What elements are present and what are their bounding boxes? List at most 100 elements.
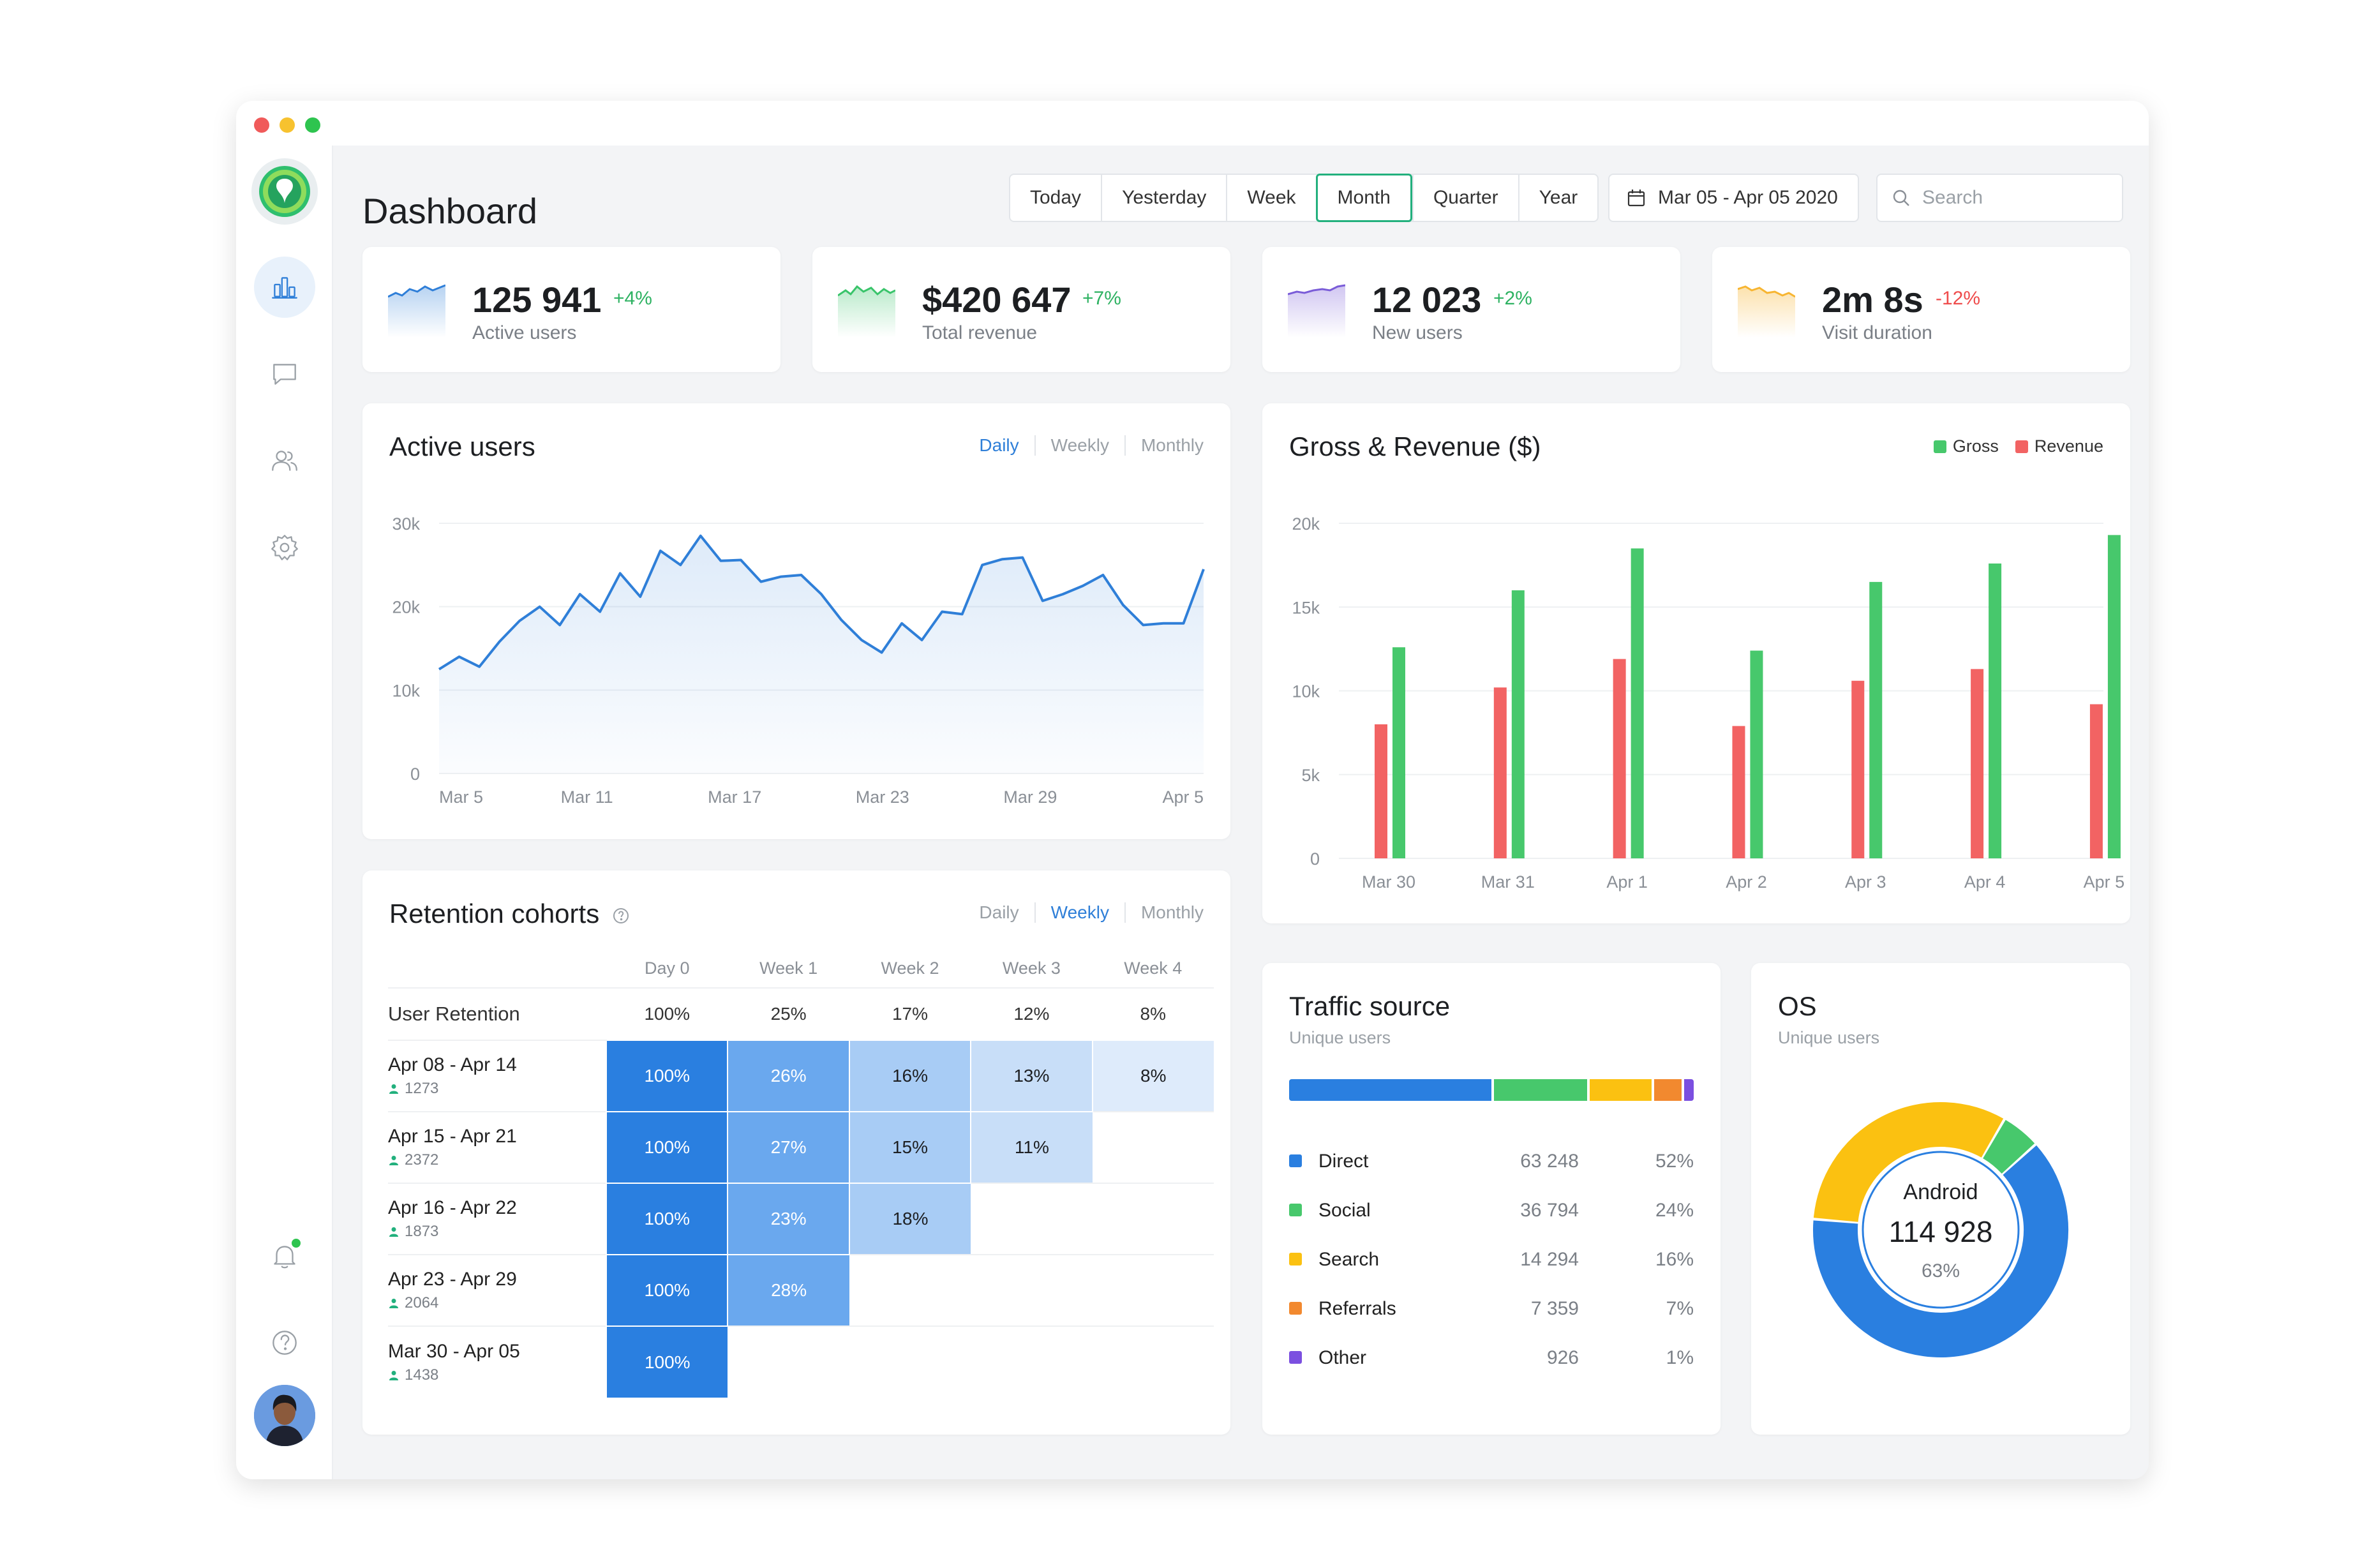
cohort-user-count: 1273 bbox=[405, 1080, 439, 1097]
os-title: OS bbox=[1778, 991, 1817, 1021]
x-tick-label: Mar 23 bbox=[856, 788, 909, 807]
stat-change: +4% bbox=[613, 288, 652, 309]
donut-segment-other bbox=[1982, 1119, 2035, 1174]
bell-icon bbox=[274, 1246, 295, 1269]
traffic-source-row[interactable]: Social 36 794 24% bbox=[1289, 1197, 1694, 1223]
active-users-card: Active users Daily Weekly Monthly 0 10k 20… bbox=[362, 403, 1230, 839]
bar-revenue bbox=[1732, 726, 1745, 858]
chat-icon bbox=[273, 364, 296, 385]
column-header: Week 1 bbox=[759, 959, 818, 978]
stat-value: 2m 8s bbox=[1822, 280, 1923, 320]
range-today[interactable]: Today bbox=[1030, 187, 1082, 208]
source-name: Search bbox=[1318, 1249, 1380, 1270]
cohort-cell bbox=[1092, 1325, 1214, 1398]
cohort-row: Apr 23 - Apr 29 2064 100% 28% bbox=[388, 1254, 1214, 1326]
tab-daily[interactable]: Daily bbox=[979, 435, 1019, 455]
app-logo[interactable] bbox=[251, 158, 318, 225]
traffic-source-row[interactable]: Other 926 1% bbox=[1289, 1345, 1694, 1370]
cohort-cell: 11% bbox=[970, 1111, 1093, 1183]
traffic-bar-segment-search bbox=[1589, 1079, 1652, 1101]
date-range-label: Mar 05 - Apr 05 2020 bbox=[1658, 187, 1838, 208]
donut-inner-ring bbox=[1862, 1151, 2020, 1309]
source-color-swatch bbox=[1289, 1154, 1302, 1167]
cohort-range: Apr 08 - Apr 14 bbox=[388, 1054, 517, 1075]
os-subtitle: Unique users bbox=[1778, 1028, 1880, 1047]
sidebar-item-analytics[interactable] bbox=[254, 257, 315, 318]
range-yesterday[interactable]: Yesterday bbox=[1101, 175, 1226, 221]
source-name: Direct bbox=[1318, 1151, 1369, 1172]
cohort-range: Apr 23 - Apr 29 bbox=[388, 1269, 517, 1290]
stat-change: -12% bbox=[1936, 288, 1981, 309]
legend-gross-swatch bbox=[1933, 440, 1946, 453]
sidebar-item-messages[interactable] bbox=[254, 343, 315, 405]
cohort-cell: 100% bbox=[606, 1183, 728, 1255]
column-header: Week 2 bbox=[881, 959, 939, 978]
table-header-row: Day 0 Week 1 Week 2 Week 3 Week 4 bbox=[388, 950, 1214, 988]
stat-value: 125 941 bbox=[472, 280, 602, 320]
x-tick-label: Apr 5 bbox=[2084, 872, 2125, 892]
retention-summary-value: 12% bbox=[971, 987, 1093, 1040]
sidebar-item-users[interactable] bbox=[254, 430, 315, 491]
avatar[interactable] bbox=[254, 1385, 315, 1446]
bar-revenue bbox=[1851, 680, 1865, 858]
retention-tabs: Daily Weekly Monthly bbox=[964, 902, 1219, 923]
cohort-user-count: 1438 bbox=[405, 1366, 439, 1384]
new-users-sparkline bbox=[1288, 284, 1345, 338]
source-name: Social bbox=[1318, 1200, 1371, 1221]
sidebar-item-settings[interactable] bbox=[254, 517, 315, 578]
visit-duration-sparkline bbox=[1738, 285, 1795, 338]
sidebar-item-notifications[interactable] bbox=[254, 1225, 315, 1287]
table-header-empty bbox=[388, 950, 606, 988]
gross-revenue-legend: Gross Revenue bbox=[1933, 437, 2103, 456]
traffic-bar-segment-social bbox=[1493, 1079, 1587, 1101]
close-window-button[interactable] bbox=[254, 117, 269, 133]
retention-summary-value: 25% bbox=[728, 987, 849, 1040]
range-week[interactable]: Week bbox=[1226, 175, 1315, 221]
source-percent: 52% bbox=[1655, 1151, 1694, 1172]
retention-title: Retention cohorts bbox=[389, 899, 630, 929]
user-retention-row: User Retention 100% 25% 17% 12% 8% bbox=[388, 987, 1214, 1040]
stat-label: Total revenue bbox=[922, 322, 1038, 343]
cohort-label: Mar 30 - Apr 05 1438 bbox=[388, 1325, 607, 1398]
retention-table: Day 0 Week 1 Week 2 Week 3 Week 4 User R… bbox=[388, 950, 1214, 1398]
tab-weekly[interactable]: Weekly bbox=[1034, 435, 1124, 456]
bar-gross bbox=[1631, 548, 1644, 858]
tab-daily[interactable]: Daily bbox=[979, 902, 1019, 922]
y-tick-label: 0 bbox=[1310, 849, 1320, 869]
help-circle-icon[interactable] bbox=[612, 907, 630, 925]
range-year[interactable]: Year bbox=[1518, 175, 1598, 221]
x-tick-label: Apr 4 bbox=[1964, 872, 2006, 892]
users-icon bbox=[272, 451, 297, 471]
range-month[interactable]: Month bbox=[1315, 174, 1412, 222]
help-icon bbox=[272, 1331, 297, 1355]
bar-gross bbox=[1869, 581, 1883, 858]
maximize-window-button[interactable] bbox=[305, 117, 320, 133]
source-name: Referrals bbox=[1318, 1298, 1396, 1319]
x-tick-label: Apr 1 bbox=[1606, 872, 1648, 892]
search-input[interactable] bbox=[1922, 187, 2114, 209]
avatar-image bbox=[254, 1385, 315, 1446]
traffic-source-row[interactable]: Direct 63 248 52% bbox=[1289, 1148, 1694, 1174]
traffic-source-row[interactable]: Referrals 7 359 7% bbox=[1289, 1295, 1694, 1321]
retention-summary-value: 100% bbox=[606, 987, 728, 1040]
user-retention-label: User Retention bbox=[388, 987, 607, 1040]
search-icon bbox=[1893, 190, 1909, 206]
retention-summary-value: 8% bbox=[1092, 987, 1214, 1040]
cohort-cell: 100% bbox=[606, 1325, 728, 1398]
tab-monthly[interactable]: Monthly bbox=[1124, 902, 1219, 923]
stat-card-total-revenue: $420 647 +7% Total revenue bbox=[812, 247, 1230, 372]
sidebar-item-help[interactable] bbox=[254, 1312, 315, 1373]
cohort-row: Apr 15 - Apr 21 2372 100% 27% 15% 11% bbox=[388, 1111, 1214, 1183]
user-icon bbox=[389, 1370, 398, 1380]
date-picker[interactable]: Mar 05 - Apr 05 2020 bbox=[1608, 174, 1859, 222]
cohort-cell bbox=[1092, 1183, 1214, 1255]
cohort-cell: 28% bbox=[727, 1254, 849, 1326]
legend-revenue-label: Revenue bbox=[2034, 437, 2103, 456]
bar-revenue bbox=[1375, 724, 1387, 858]
minimize-window-button[interactable] bbox=[280, 117, 295, 133]
tab-monthly[interactable]: Monthly bbox=[1124, 435, 1219, 456]
range-quarter[interactable]: Quarter bbox=[1412, 175, 1518, 221]
tab-weekly[interactable]: Weekly bbox=[1034, 902, 1124, 923]
traffic-source-row[interactable]: Search 14 294 16% bbox=[1289, 1246, 1694, 1272]
source-color-swatch bbox=[1289, 1302, 1302, 1315]
